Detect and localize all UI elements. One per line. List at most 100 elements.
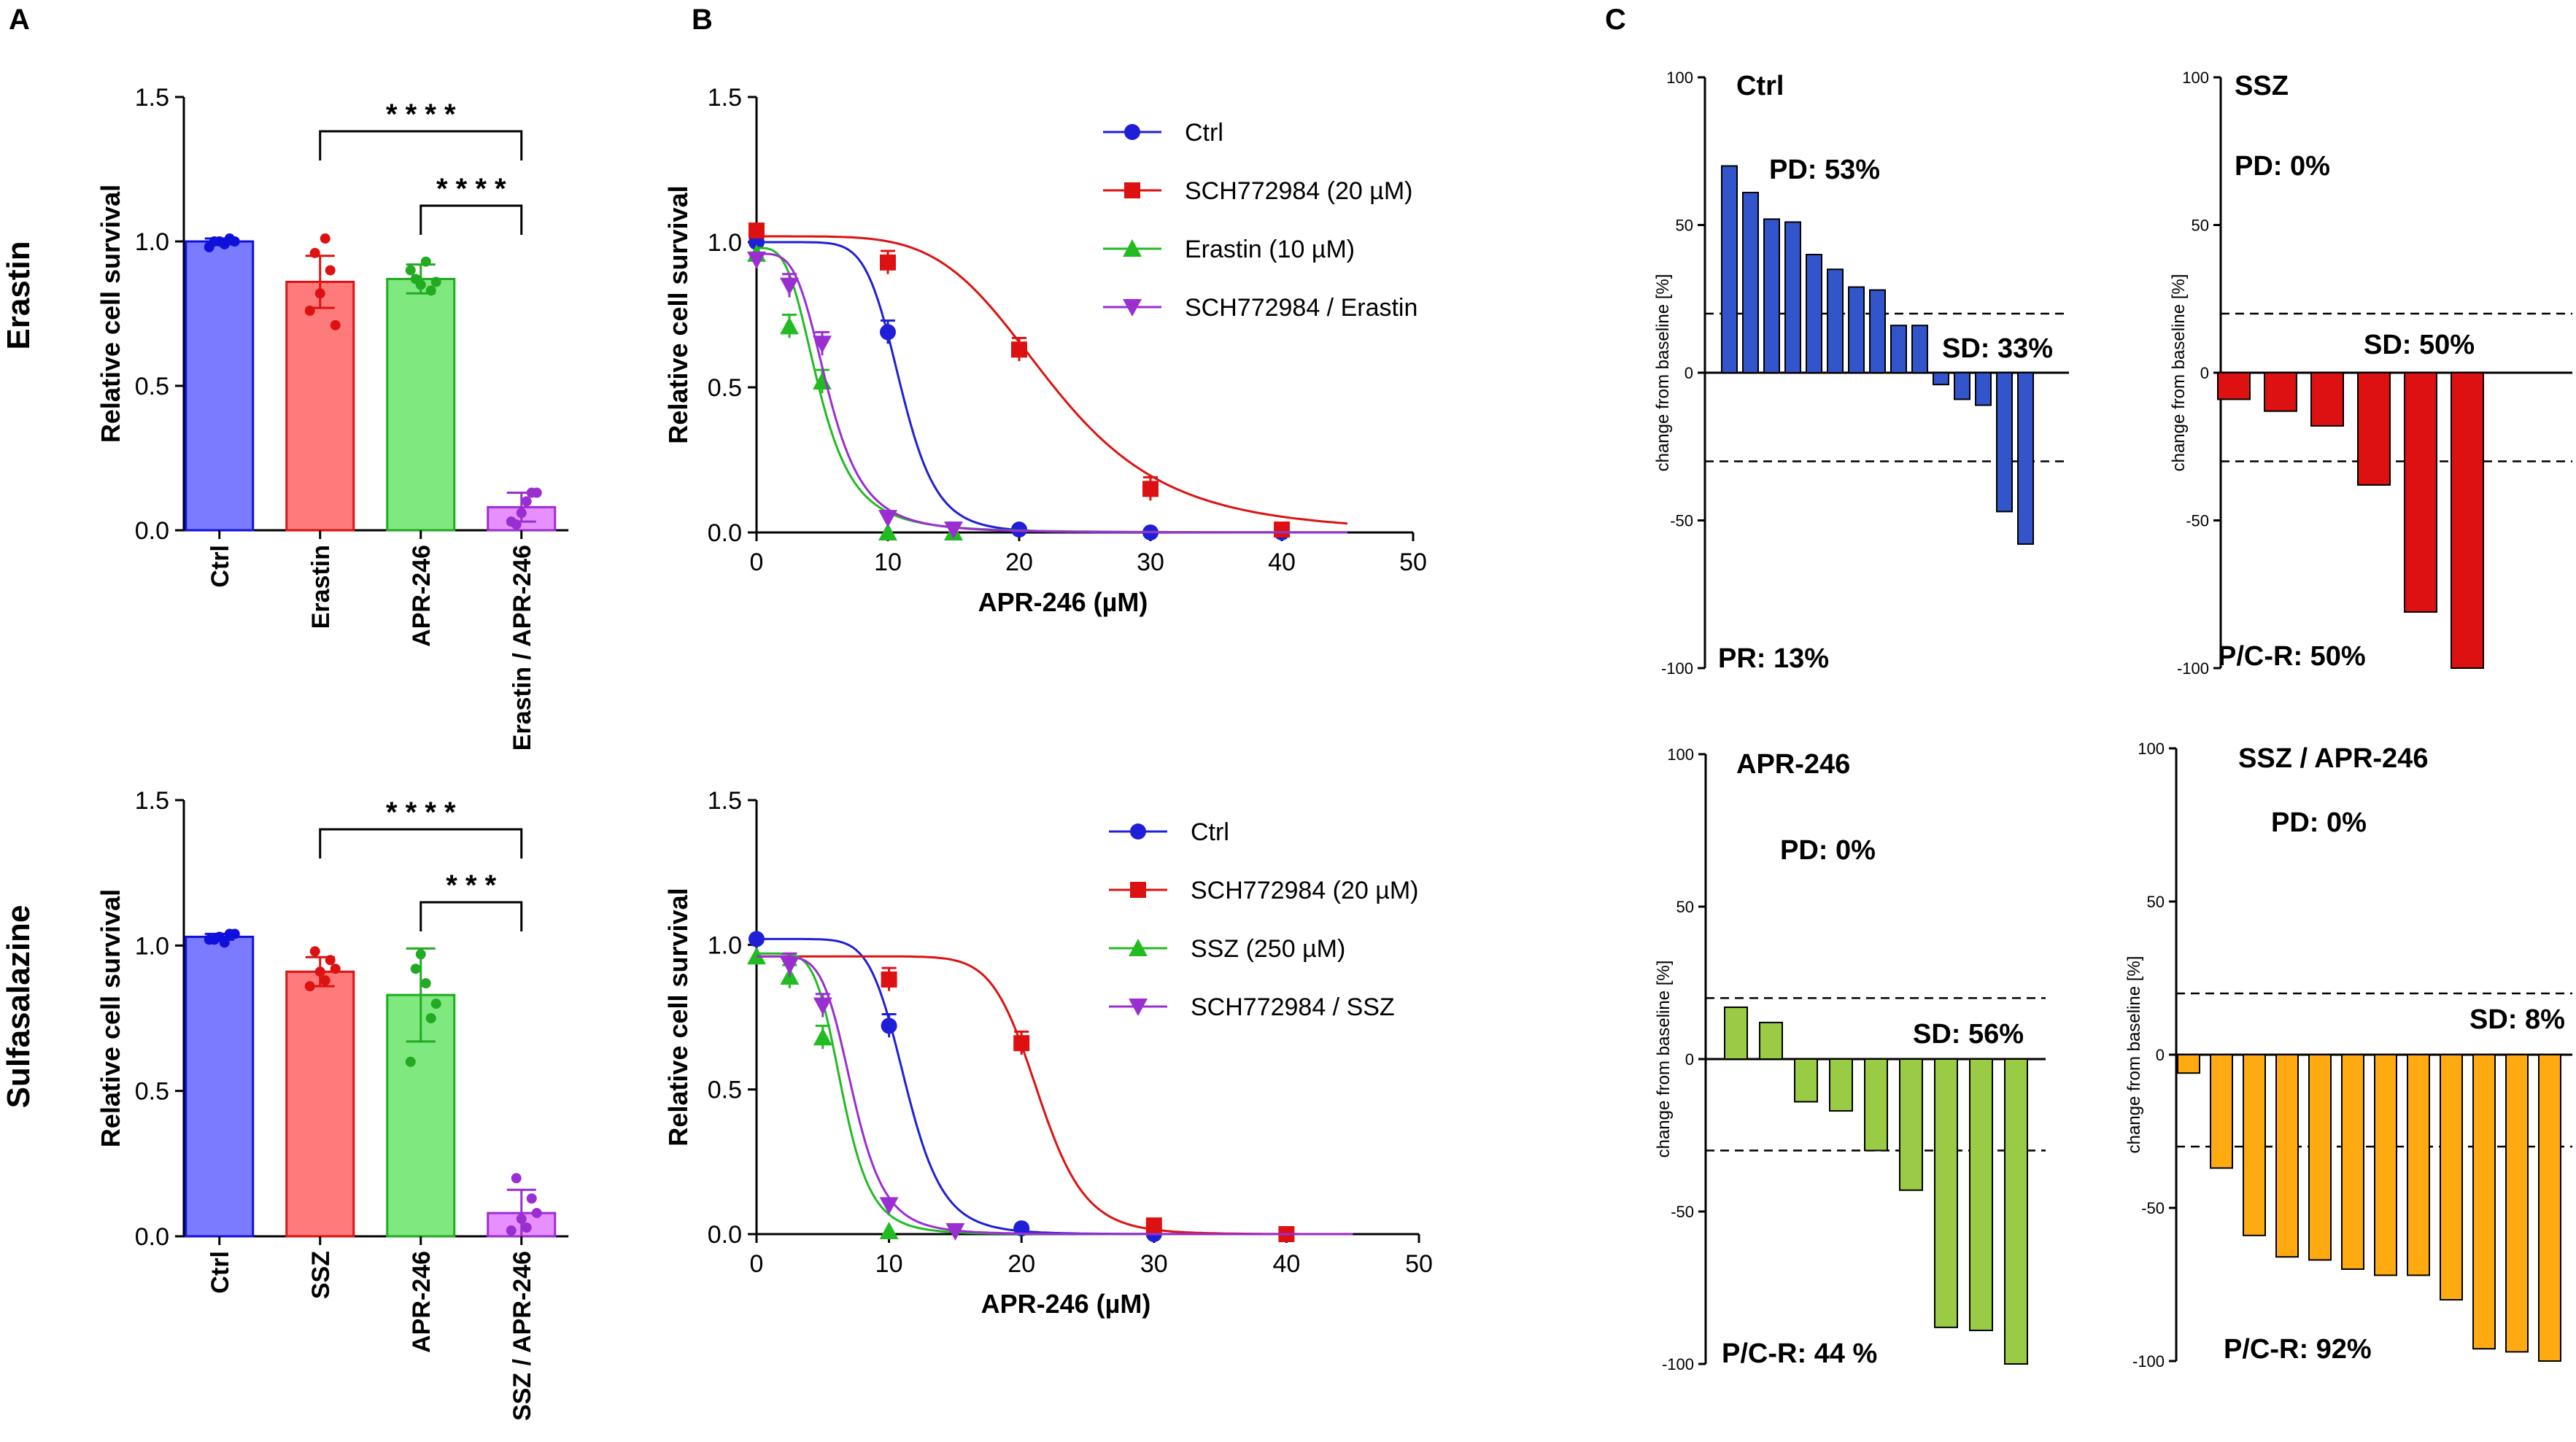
data-point [521, 496, 532, 507]
waterfall-bar [1827, 268, 1844, 373]
waterfall-bar [1933, 372, 1949, 386]
legend-label: SCH772984 / Erastin [1185, 294, 1417, 322]
x-tick-label: 0 [750, 548, 764, 576]
data-point [878, 523, 897, 540]
response-annotation: PD: 53% [1769, 155, 1880, 185]
fit-curve [757, 955, 1353, 1236]
data-point [420, 256, 431, 267]
y-tick-label: 50 [2192, 217, 2209, 235]
significance-label: * * * [446, 869, 496, 902]
data-point [945, 1223, 965, 1241]
significance-bracket [419, 901, 523, 931]
data-point [511, 519, 522, 530]
data-point [880, 254, 896, 271]
y-tick-label: 100 [2182, 69, 2209, 87]
response-annotation: SD: 56% [1913, 1019, 2024, 1050]
y-tick-label: 1.0 [708, 931, 742, 959]
data-point [749, 931, 765, 947]
data-point [813, 997, 832, 1015]
bar [285, 970, 355, 1238]
data-point [879, 1197, 899, 1215]
y-tick-label: 0.5 [135, 1078, 169, 1106]
fit-curve [757, 247, 1347, 534]
y-tick-label: -50 [1670, 512, 1693, 530]
data-point [330, 319, 341, 330]
waterfall-bar [2275, 1054, 2299, 1258]
response-annotation: PD: 0% [1780, 835, 1876, 866]
data-point [219, 239, 230, 249]
waterfall-bar [1954, 372, 1970, 400]
data-point [880, 324, 896, 341]
data-point [526, 1193, 537, 1204]
data-point [780, 957, 800, 975]
x-tick-label: 50 [1399, 548, 1427, 576]
y-axis-label: Relative cell survival [663, 185, 693, 443]
response-annotation: SD: 50% [2364, 330, 2475, 360]
data-point [944, 522, 963, 540]
data-point [531, 1208, 542, 1219]
y-tick-label: -50 [2186, 512, 2209, 530]
waterfall-bar [2217, 372, 2251, 400]
data-point [506, 1225, 517, 1236]
data-point [1124, 182, 1140, 198]
x-tick-label: 50 [1405, 1250, 1433, 1278]
chart-c-apr-waterfall: 100 50 0 -50 -100 change from baseline [%] APR… [1654, 745, 2046, 1373]
y-tick-label: 0.5 [708, 374, 742, 402]
x-axis-label: APR-246 (µM) [981, 1289, 1151, 1319]
category-label: Ctrl [206, 545, 234, 588]
waterfall-bar [2017, 372, 2034, 545]
data-point [1145, 1217, 1162, 1234]
significance-label: * * * * [436, 173, 506, 205]
waterfall-bar [2472, 1054, 2496, 1350]
legend-label: SCH772984 (20 µM) [1191, 877, 1419, 904]
data-point [1013, 1035, 1030, 1052]
data-point [531, 487, 542, 498]
y-tick-label: 100 [1666, 69, 1693, 87]
waterfall-bar [2177, 1054, 2200, 1074]
y-tick-label: -50 [1671, 1203, 1694, 1221]
bar [285, 280, 355, 532]
category-label: Ctrl [206, 1251, 234, 1294]
response-annotation: SD: 8% [2469, 1004, 2565, 1035]
data-point [304, 306, 315, 317]
waterfall-bar [2210, 1054, 2233, 1169]
data-point [325, 955, 336, 966]
waterfall-bar [1724, 1006, 1748, 1060]
response-annotation: P/C-R: 50% [2218, 641, 2366, 672]
y-tick-label: 0 [2200, 364, 2209, 382]
legend-label: SCH772984 (20 µM) [1185, 177, 1413, 205]
y-axis-label: change from baseline [%] [2124, 956, 2144, 1154]
y-axis-label: change from baseline [%] [1654, 961, 1674, 1158]
data-point [878, 510, 897, 528]
data-point [405, 1056, 416, 1067]
response-annotation: P/C-R: 44 % [1722, 1338, 1877, 1369]
waterfall-bar [2264, 372, 2297, 412]
y-tick-label: -100 [1662, 1355, 1694, 1373]
response-annotation: PD: 0% [2271, 807, 2367, 838]
legend-label: SSZ (250 µM) [1191, 935, 1345, 963]
data-point [430, 999, 441, 1009]
data-point [1130, 823, 1146, 840]
data-point [516, 508, 527, 519]
waterfall-bar [2451, 372, 2484, 669]
data-point [1123, 239, 1142, 257]
data-point [1129, 999, 1148, 1016]
y-axis-label: Relative cell survival [663, 888, 693, 1146]
y-tick-label: 100 [1667, 745, 1694, 764]
y-tick-label: 50 [2147, 893, 2165, 911]
data-point [410, 964, 421, 974]
chart-title: Ctrl [1736, 71, 1784, 101]
waterfall-bar [1806, 254, 1822, 373]
category-label: Erastin [307, 545, 335, 629]
y-tick-label: 1.5 [135, 787, 169, 815]
fit-curve [757, 937, 1353, 1236]
waterfall-bar [1864, 1058, 1888, 1152]
waterfall-bar [2505, 1054, 2529, 1353]
waterfall-bar [1829, 1058, 1853, 1112]
fit-curve [757, 235, 1348, 525]
data-point [1011, 341, 1027, 358]
data-point [330, 964, 341, 974]
waterfall-bar [1969, 1058, 1993, 1332]
data-point [320, 975, 330, 986]
legend-label: Ctrl [1185, 119, 1223, 147]
